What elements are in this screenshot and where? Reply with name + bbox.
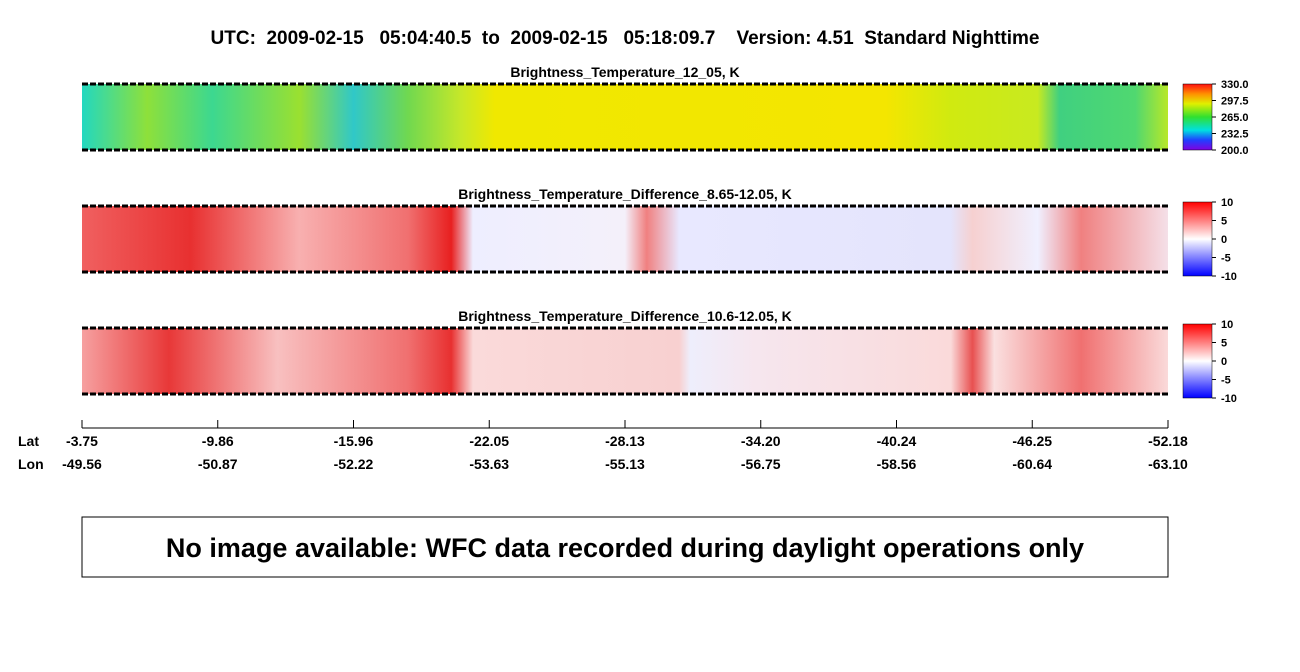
- lat-tick-label: -40.24: [877, 433, 917, 449]
- image-strip: [82, 206, 1168, 272]
- lat-label: Lat: [18, 433, 39, 449]
- lat-tick-label: -9.86: [202, 433, 234, 449]
- lat-tick-label: -3.75: [66, 433, 98, 449]
- colorbar-label: -5: [1221, 375, 1231, 387]
- colorbar-label: 330.0: [1221, 79, 1249, 91]
- image-strip: [82, 328, 1168, 394]
- colorbar-label: -5: [1221, 253, 1231, 265]
- lon-label: Lon: [18, 456, 44, 472]
- panel-title: Brightness_Temperature_12_05, K: [510, 64, 739, 80]
- lon-tick-label: -52.22: [334, 456, 374, 472]
- panel-title: Brightness_Temperature_Difference_8.65-1…: [458, 186, 792, 202]
- lon-tick-label: -49.56: [62, 456, 102, 472]
- lat-tick-label: -15.96: [334, 433, 374, 449]
- panel-title: Brightness_Temperature_Difference_10.6-1…: [458, 308, 792, 324]
- colorbar-label: 232.5: [1221, 129, 1249, 141]
- lon-tick-label: -50.87: [198, 456, 238, 472]
- colorbar-label: 0: [1221, 356, 1227, 368]
- colorbar: [1182, 323, 1213, 399]
- lon-tick-label: -58.56: [877, 456, 917, 472]
- colorbar: [1182, 83, 1213, 151]
- note: No image available: WFC data recorded du…: [166, 533, 1084, 563]
- colorbar-label: 265.0: [1221, 112, 1249, 124]
- lon-tick-label: -53.63: [469, 456, 509, 472]
- lat-tick-label: -52.18: [1148, 433, 1188, 449]
- lat-tick-label: -22.05: [469, 433, 509, 449]
- lon-tick-label: -63.10: [1148, 456, 1188, 472]
- image-strip: [82, 84, 1168, 150]
- note-box: [81, 516, 1169, 578]
- colorbar-label: 5: [1221, 216, 1227, 228]
- colorbar-label: 10: [1221, 319, 1233, 331]
- colorbar-label: 0: [1221, 234, 1227, 246]
- lon-tick-label: -55.13: [605, 456, 645, 472]
- colorbar-label: 5: [1221, 338, 1227, 350]
- colorbar-label: -10: [1221, 271, 1237, 283]
- lat-tick-label: -34.20: [741, 433, 781, 449]
- lon-tick-label: -56.75: [741, 456, 781, 472]
- colorbar: [1182, 201, 1213, 277]
- page-title: UTC: 2009-02-15 05:04:40.5 to 2009-02-15…: [211, 28, 1040, 49]
- lat-tick-label: -28.13: [605, 433, 645, 449]
- colorbar-label: 10: [1221, 197, 1233, 209]
- colorbar-label: 297.5: [1221, 96, 1249, 108]
- lon-tick-label: -60.64: [1012, 456, 1052, 472]
- colorbar-label: -10: [1221, 393, 1237, 405]
- colorbar-label: 200.0: [1221, 145, 1249, 157]
- lat-tick-label: -46.25: [1012, 433, 1052, 449]
